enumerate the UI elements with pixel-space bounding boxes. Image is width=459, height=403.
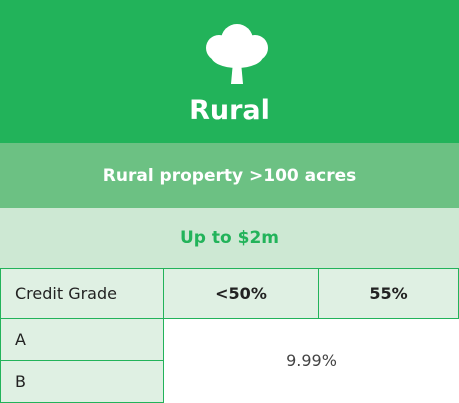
tree-icon [206,24,268,84]
column-header: Credit Grade [0,268,164,319]
column-header: 55% [318,268,459,319]
header: Rural [0,0,459,143]
subtitle: Rural property >100 acres [0,143,459,208]
grade-cell: B [0,360,164,403]
limit: Up to $2m [0,208,459,268]
title: Rural [189,95,270,126]
column-header: <50% [163,268,319,319]
rate-cell: 9.99% [163,318,459,403]
grade-cell: A [0,318,164,361]
